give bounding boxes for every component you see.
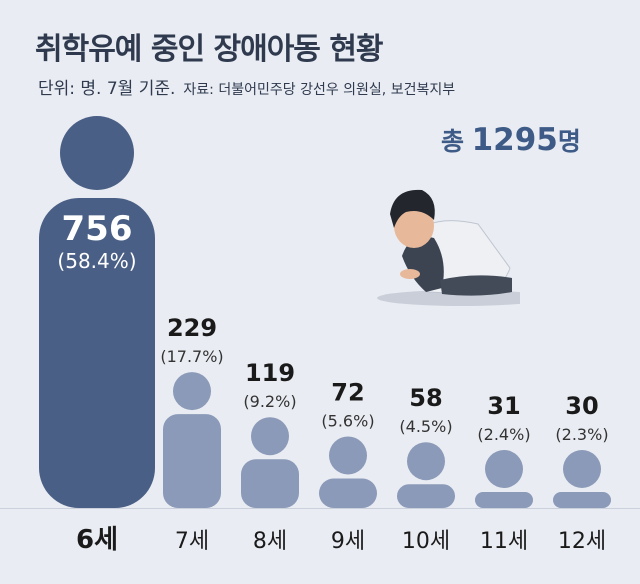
percent-label-12세: (2.3%) bbox=[555, 425, 608, 444]
category-label-11세: 11세 bbox=[480, 529, 528, 554]
bar-9세 bbox=[319, 478, 377, 508]
percent-label-9세: (5.6%) bbox=[321, 411, 374, 430]
unit-label: 단위: 명. 7월 기준. bbox=[38, 79, 176, 99]
value-label-8세: 119 bbox=[245, 359, 295, 387]
value-label-9세: 72 bbox=[331, 378, 364, 406]
bar-7세 bbox=[163, 414, 221, 508]
chart-subtitle: 단위: 명. 7월 기준. 자료: 더불어민주당 강선우 의원실, 보건복지부 bbox=[38, 74, 455, 99]
sad-child-illustration bbox=[377, 189, 520, 306]
bar-10세 bbox=[397, 484, 455, 508]
category-label-7세: 7세 bbox=[175, 529, 209, 554]
value-label-6세: 756 bbox=[62, 209, 133, 249]
value-label-11세: 31 bbox=[487, 392, 520, 420]
bar-head-10세 bbox=[407, 442, 445, 481]
value-label-7세: 229 bbox=[167, 314, 217, 342]
bar-6세 bbox=[39, 198, 155, 508]
bar-8세 bbox=[241, 459, 299, 508]
total-value: 1295 bbox=[471, 122, 558, 158]
baseline bbox=[0, 508, 640, 509]
category-label-8세: 8세 bbox=[253, 529, 287, 554]
percent-label-7세: (17.7%) bbox=[160, 347, 223, 366]
percent-label-6세: (58.4%) bbox=[57, 249, 136, 273]
bar-11세 bbox=[475, 492, 533, 508]
value-label-10세: 58 bbox=[409, 384, 442, 412]
category-label-10세: 10세 bbox=[402, 529, 450, 554]
source-label: 자료: 더불어민주당 강선우 의원실, 보건복지부 bbox=[183, 82, 456, 98]
bar-12세 bbox=[553, 492, 611, 508]
bar-head-9세 bbox=[329, 436, 367, 475]
category-label-9세: 9세 bbox=[331, 529, 365, 554]
total-count: 총 1295명 bbox=[441, 122, 581, 158]
total-suffix: 명 bbox=[557, 127, 581, 156]
category-label-6세: 6세 bbox=[76, 525, 118, 555]
category-label-12세: 12세 bbox=[558, 529, 606, 554]
bar-head-12세 bbox=[563, 450, 601, 488]
value-label-12세: 30 bbox=[565, 392, 598, 420]
percent-label-10세: (4.5%) bbox=[399, 417, 452, 436]
total-prefix: 총 bbox=[441, 127, 465, 156]
percent-label-8세: (9.2%) bbox=[243, 392, 296, 411]
chart-title: 취학유예 중인 장애아동 현황 bbox=[35, 32, 384, 67]
bar-head-8세 bbox=[251, 417, 289, 456]
percent-label-11세: (2.4%) bbox=[477, 425, 530, 444]
bar-head-7세 bbox=[173, 372, 211, 411]
bar-head-11세 bbox=[485, 450, 523, 488]
bar-head-6세 bbox=[60, 116, 134, 190]
